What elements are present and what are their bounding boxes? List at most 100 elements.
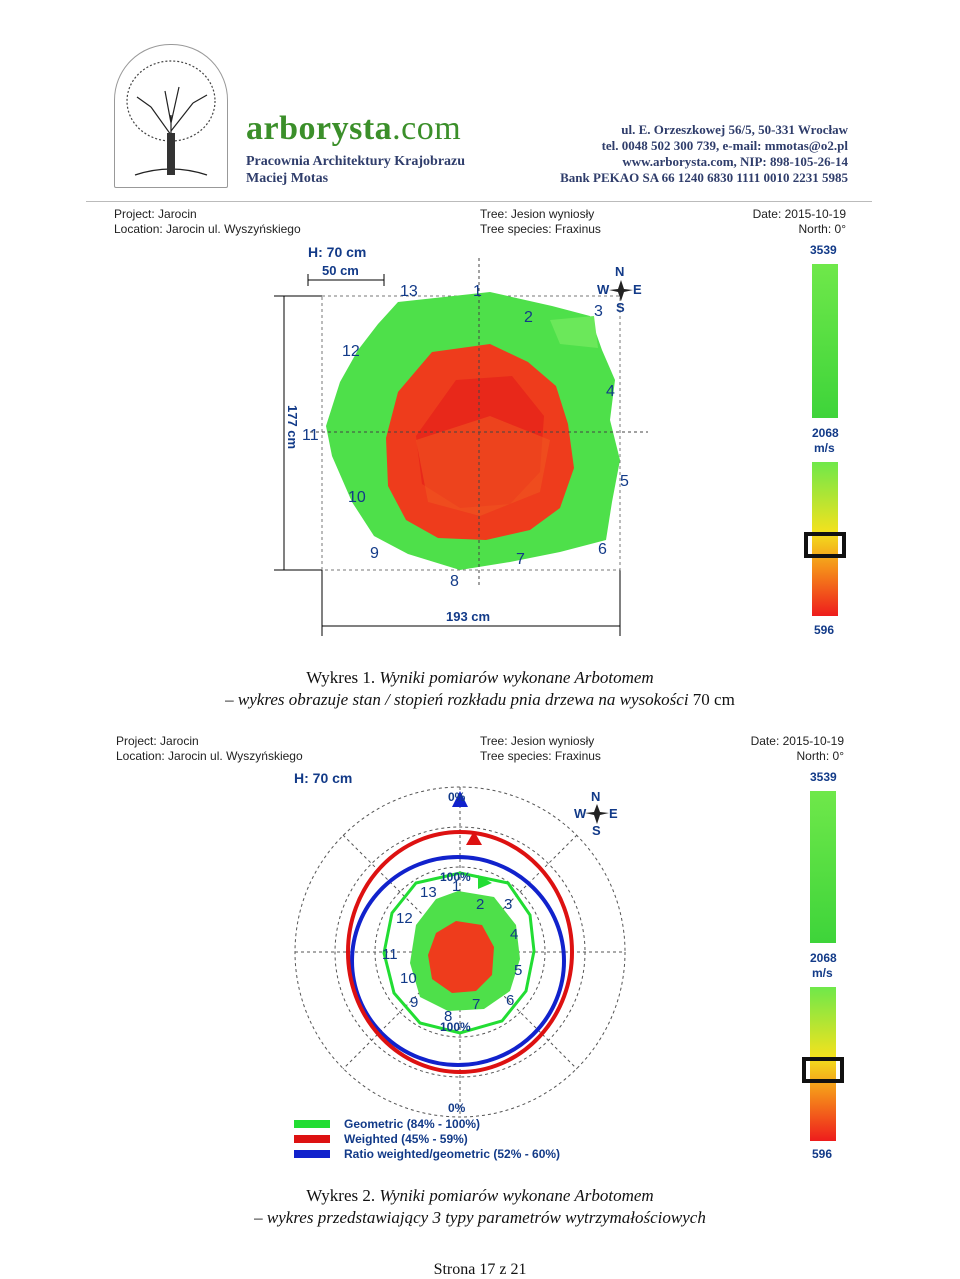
chart1-sensor-9: 9: [370, 545, 379, 562]
svg-text:S: S: [592, 823, 601, 838]
contact-phone: tel. 0048 502 300 739, e-mail: mmotas@o2…: [601, 138, 848, 153]
chart1-tree: Tree: Jesion wyniosły: [480, 207, 595, 221]
scale1-marker: [804, 532, 846, 558]
brand-subtitle: Pracownia Architektury Krajobrazu: [246, 154, 466, 169]
scale2-upper: [810, 791, 836, 943]
svg-text:E: E: [633, 282, 642, 297]
scale1-upper: [812, 264, 838, 418]
scale1-unit: m/s: [814, 441, 835, 455]
scale1-mid: 2068: [812, 426, 839, 440]
caption1-line1: Wykres 1. Wyniki pomiarów wykonane Arbot…: [306, 668, 654, 687]
ratio-marker: [452, 791, 468, 807]
brand-name: arborysta.com: [246, 110, 462, 147]
horizontal-dim-label: 193 cm: [446, 609, 490, 624]
chart1-project: Project: Jarocin: [114, 207, 197, 221]
legend-swatch-1: [294, 1135, 330, 1143]
decay-core-orange: [416, 416, 550, 516]
svg-text:W: W: [597, 282, 610, 297]
pct-inner-top: 100%: [440, 870, 471, 884]
scale2-lower: [810, 987, 836, 1141]
polar-diag-1: [342, 834, 578, 1070]
chart1-date: Date: 2015-10-19: [752, 207, 846, 221]
chart2-legend: Geometric (84% - 100%)Weighted (45% - 59…: [294, 1117, 560, 1161]
chart2-species: Tree species: Fraxinus: [480, 749, 601, 763]
legend-swatch-2: [294, 1150, 330, 1158]
chart2-sensor-5: 5: [514, 962, 522, 979]
chart1-sensor-8: 8: [450, 573, 459, 590]
legend-swatch-0: [294, 1120, 330, 1128]
scale1-max: 3539: [810, 243, 837, 257]
caption1-line2: – wykres obrazuje stan / stopień rozkład…: [225, 690, 735, 709]
velocity-scale-2: 3539 2068 m/s 596: [802, 770, 844, 1161]
weighted-curve: [346, 830, 574, 1074]
compass-icon: N W E S: [597, 264, 642, 315]
chart2-sensor-3: 3: [504, 896, 512, 913]
chart2-sensor-8: 8: [444, 1008, 452, 1025]
brand-owner: Maciej Motas: [246, 171, 329, 186]
chart1-sensor-4: 4: [606, 383, 615, 400]
logo-tree: [114, 44, 228, 188]
chart1-sensor-11: 11: [302, 427, 319, 444]
scale1-min: 596: [814, 623, 834, 637]
polar-diag-2: [342, 834, 578, 1070]
chart2-sensor-11: 11: [382, 946, 398, 963]
velocity-scale-1: 3539 2068 m/s 596: [804, 243, 846, 637]
weighted-marker: [466, 831, 482, 845]
compass-icon-2: N W E S: [574, 789, 618, 838]
trunk-region-ne: [550, 316, 598, 348]
geometric-curve: [382, 871, 536, 1035]
svg-text:W: W: [574, 806, 587, 821]
chart1-sensor-2: 2: [524, 309, 533, 326]
legend-label-1: Weighted (45% - 59%): [344, 1132, 468, 1146]
chart2-tree: Tree: Jesion wyniosły: [480, 734, 595, 748]
chart2-sensor-12: 12: [396, 910, 413, 927]
header-divider: [86, 201, 872, 202]
chart2-project: Project: Jarocin: [116, 734, 199, 748]
polar-strength-chart: H: 70 cm 0% 100% 100% 0% N W E S 12 34567…: [294, 770, 626, 1161]
scale2-max: 3539: [810, 770, 837, 784]
svg-text:N: N: [591, 789, 600, 804]
scale1-lower: [812, 462, 838, 616]
tree-icon: [126, 60, 216, 176]
svg-text:S: S: [616, 300, 625, 315]
chart2-sensor-9: 9: [410, 994, 418, 1011]
chart2-sensor-4: 4: [510, 926, 518, 943]
svg-text:N: N: [615, 264, 624, 279]
chart1-species: Tree species: Fraxinus: [480, 222, 601, 236]
inner-decay: [428, 921, 494, 993]
scale-label: 50 cm: [322, 263, 359, 278]
chart1-location: Location: Jarocin ul. Wyszyńskiego: [114, 222, 301, 236]
legend-label-2: Ratio weighted/geometric (52% - 60%): [344, 1147, 560, 1161]
chart2-sensor-10: 10: [400, 970, 417, 987]
chart2-sensor-2: 2: [476, 896, 484, 913]
chart1-sensor-1: 1: [473, 283, 482, 300]
page-number: Strona 17 z 21: [433, 1261, 527, 1278]
caption2-line2: – wykres przedstawiający 3 typy parametr…: [254, 1208, 706, 1227]
chart2-sensor-1: 1: [452, 878, 460, 895]
svg-text:E: E: [609, 806, 618, 821]
scale2-unit: m/s: [812, 966, 833, 980]
chart2-date: Date: 2015-10-19: [750, 734, 844, 748]
chart2-north: North: 0°: [796, 749, 844, 763]
chart2-sensor-7: 7: [472, 996, 480, 1013]
contact-bank: Bank PEKAO SA 66 1240 6830 1111 0010 223…: [560, 170, 848, 185]
chart1-sensor-10: 10: [348, 489, 366, 506]
geometric-marker: [478, 875, 492, 889]
chart2-height-label: H: 70 cm: [294, 770, 352, 786]
tomogram-chart: H: 70 cm 50 cm 177 cm 193 cm N W E S 12 3…: [274, 244, 648, 636]
caption2-line1: Wykres 2. Wyniki pomiarów wykonane Arbot…: [306, 1186, 654, 1205]
contact-web: www.arborysta.com, NIP: 898-105-26-14: [622, 154, 848, 169]
chart2-sensor-6: 6: [506, 992, 514, 1009]
chart1-height-label: H: 70 cm: [308, 244, 366, 260]
bounding-box: [321, 295, 621, 571]
pct-top: 0%: [448, 790, 466, 804]
pct-bottom: 0%: [448, 1101, 466, 1115]
ratio-curve: [350, 855, 566, 1067]
vertical-dim-label: 177 cm: [285, 405, 300, 449]
chart1-sensor-7: 7: [516, 551, 525, 568]
legend-label-0: Geometric (84% - 100%): [344, 1117, 480, 1131]
chart1-sensor-5: 5: [620, 473, 629, 490]
scale2-min: 596: [812, 1147, 832, 1161]
